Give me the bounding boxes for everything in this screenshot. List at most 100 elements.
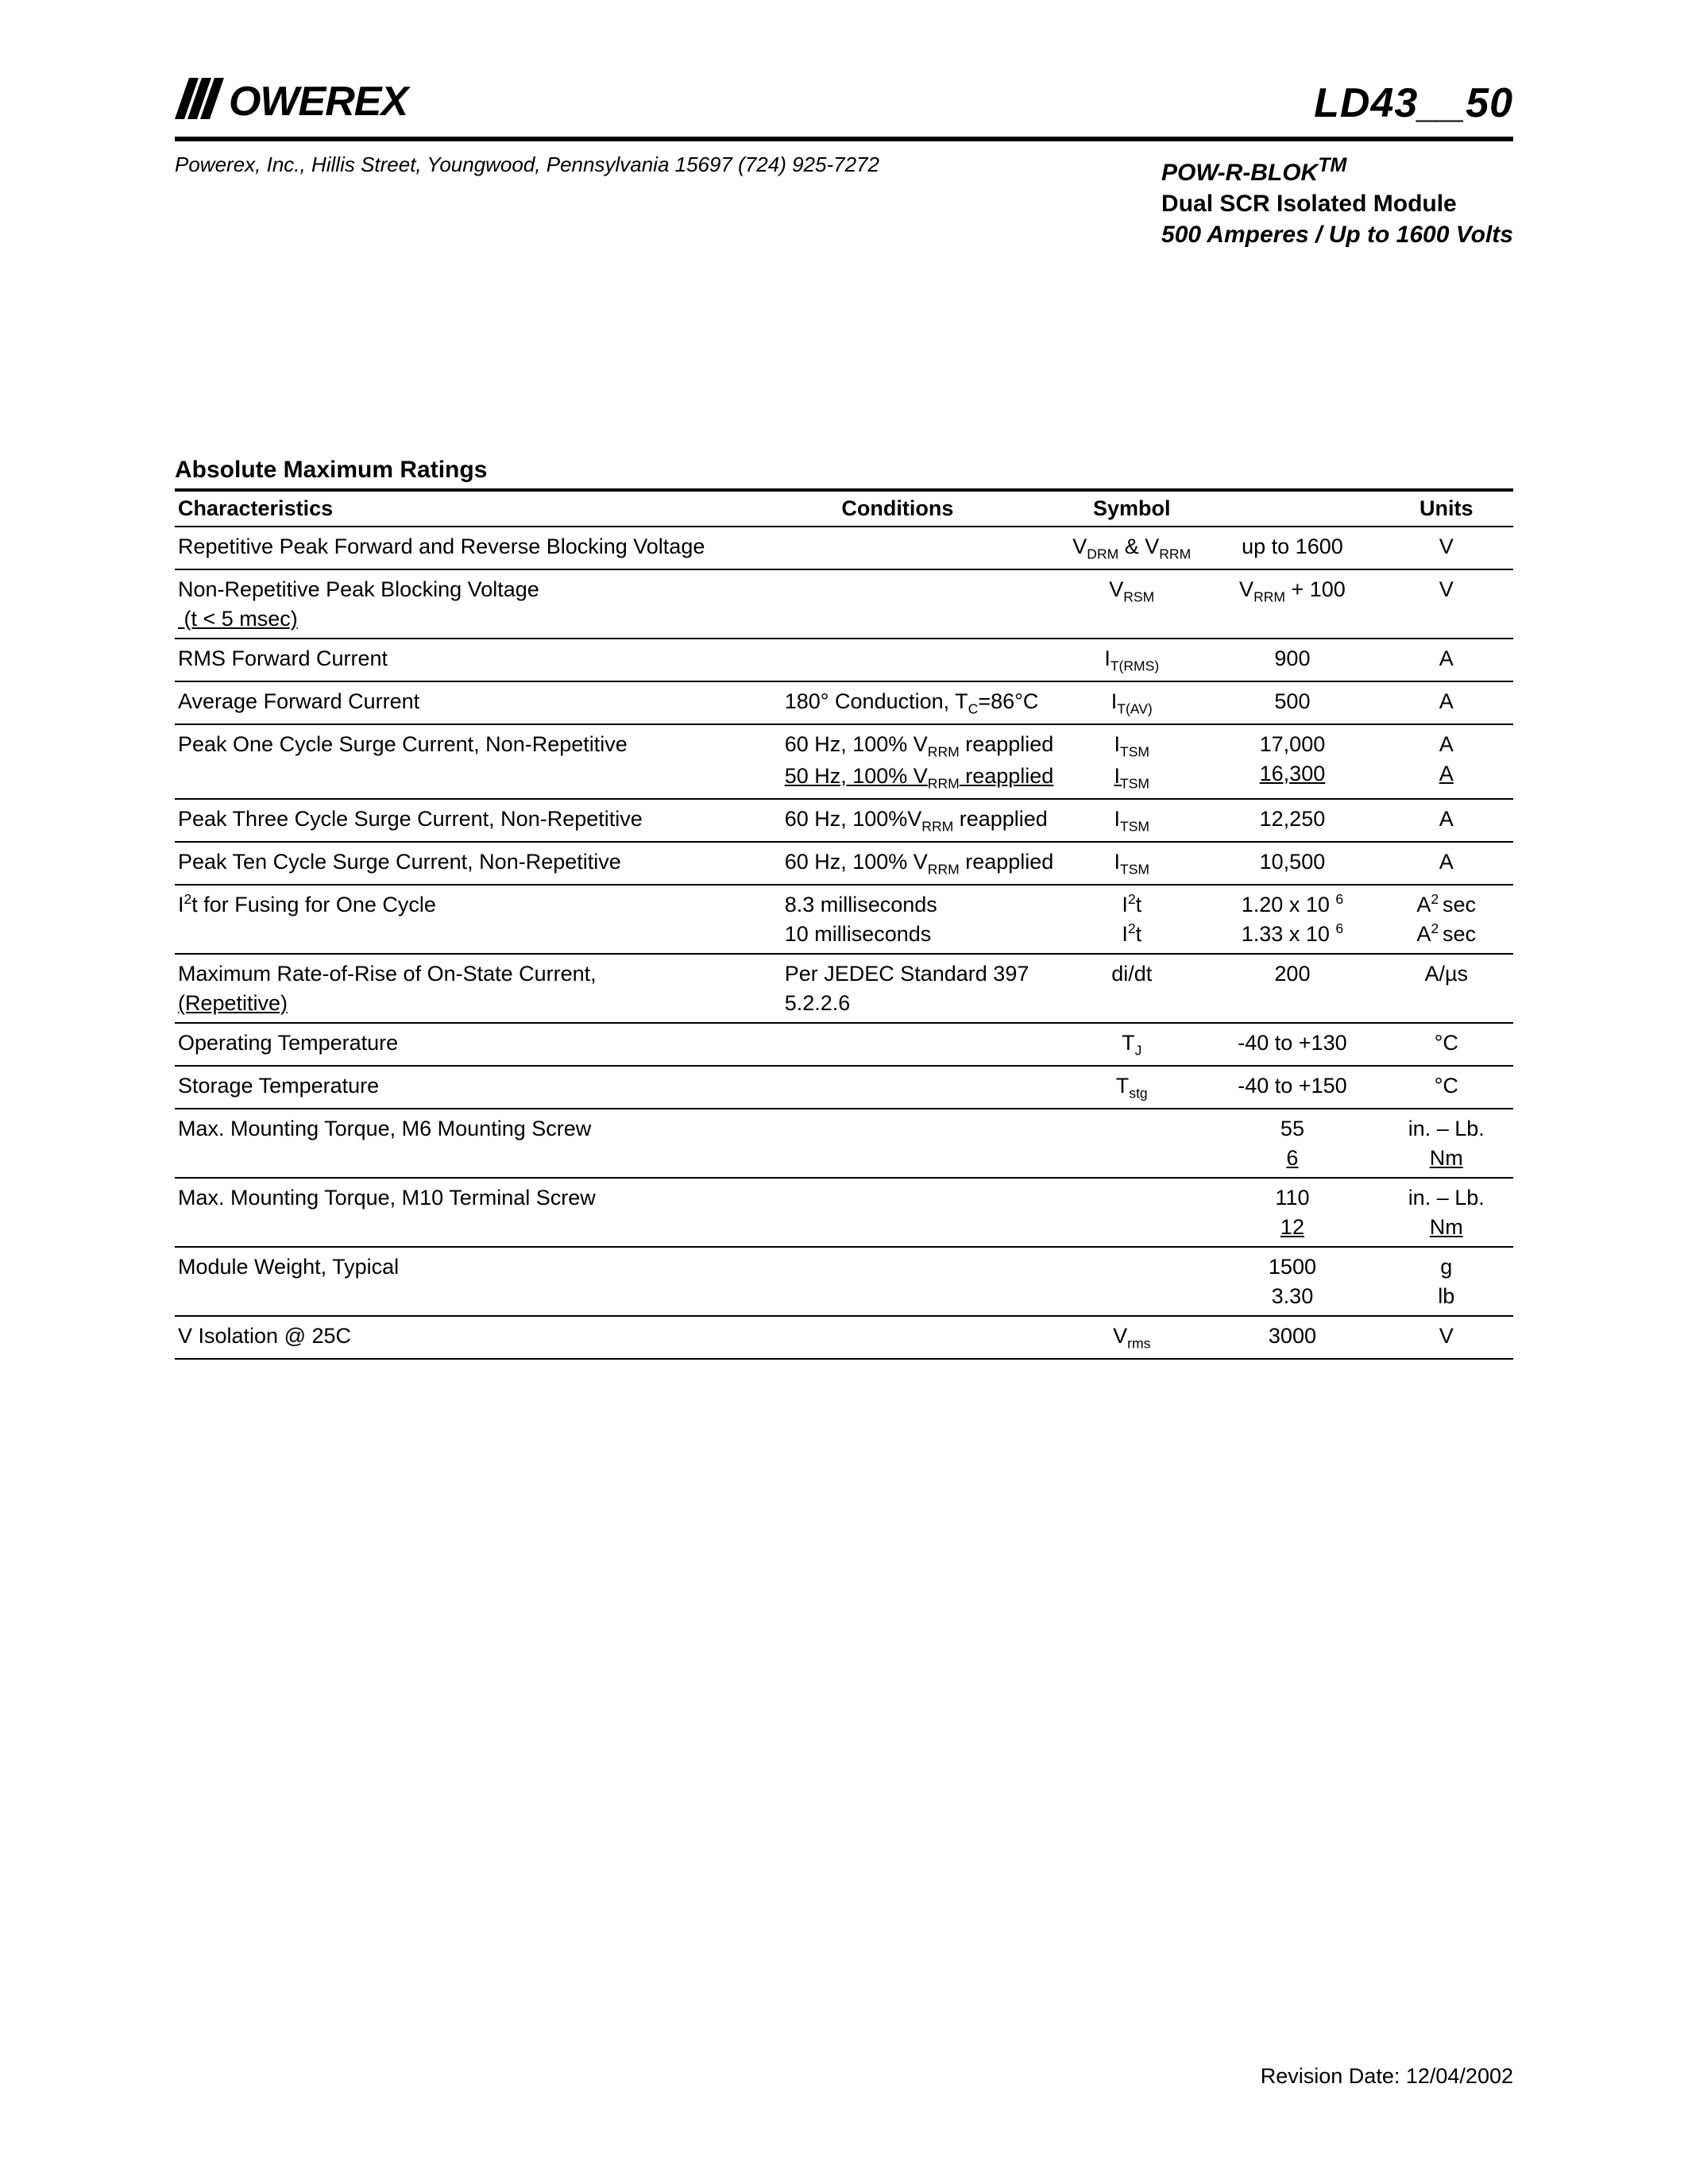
table-row: I2t for Fusing for One Cycle8.3 millisec… bbox=[175, 885, 1513, 954]
cell-symbol: ITSM bbox=[1058, 799, 1205, 842]
cell-characteristic: Peak One Cycle Surge Current, Non-Repeti… bbox=[175, 724, 737, 799]
cell-value: 11012 bbox=[1205, 1178, 1379, 1247]
cell-symbol: VDRM & VRRM bbox=[1058, 527, 1205, 569]
table-row: V Isolation @ 25C Vrms3000V bbox=[175, 1316, 1513, 1359]
brand-line: POW-R-BLOKTM bbox=[1161, 152, 1513, 188]
cell-symbol bbox=[1058, 1109, 1205, 1178]
table-row: Repetitive Peak Forward and Reverse Bloc… bbox=[175, 527, 1513, 569]
cell-conditions bbox=[737, 569, 1058, 639]
cell-unit: in. – Lb.Nm bbox=[1379, 1178, 1513, 1247]
cell-value: 3000 bbox=[1205, 1316, 1379, 1359]
cell-conditions: 60 Hz, 100% VRRM reapplied50 Hz, 100% VR… bbox=[737, 724, 1058, 799]
cell-unit: A bbox=[1379, 681, 1513, 724]
table-header-row: Characteristics Conditions Symbol Units bbox=[175, 490, 1513, 527]
col-value bbox=[1205, 490, 1379, 527]
table-row: Average Forward Current180° Conduction, … bbox=[175, 681, 1513, 724]
cell-conditions bbox=[737, 527, 1058, 569]
cell-characteristic: Non-Repetitive Peak Blocking Voltage (t … bbox=[175, 569, 737, 639]
cell-characteristic: Maximum Rate-of-Rise of On-State Current… bbox=[175, 954, 737, 1023]
cell-unit: in. – Lb.Nm bbox=[1379, 1109, 1513, 1178]
table-row: Max. Mounting Torque, M10 Terminal Screw… bbox=[175, 1178, 1513, 1247]
cell-conditions bbox=[737, 639, 1058, 681]
cell-symbol: ITSM bbox=[1058, 842, 1205, 885]
cell-conditions: 180° Conduction, TC=86°C bbox=[737, 681, 1058, 724]
cell-unit: A2 secA2 sec bbox=[1379, 885, 1513, 954]
table-row: Peak Three Cycle Surge Current, Non-Repe… bbox=[175, 799, 1513, 842]
cell-symbol: I2tI2t bbox=[1058, 885, 1205, 954]
cell-conditions bbox=[737, 1178, 1058, 1247]
cell-symbol: Vrms bbox=[1058, 1316, 1205, 1359]
brand-name: POW-R-BLOK bbox=[1161, 160, 1318, 186]
cell-conditions bbox=[737, 1316, 1058, 1359]
cell-value: -40 to +130 bbox=[1205, 1023, 1379, 1066]
cell-value: 12,250 bbox=[1205, 799, 1379, 842]
col-symbol: Symbol bbox=[1058, 490, 1205, 527]
datasheet-page: OWEREX LD43__50 Powerex, Inc., Hillis St… bbox=[0, 0, 1688, 2184]
cell-unit: A bbox=[1379, 799, 1513, 842]
part-number: LD43__50 bbox=[1314, 79, 1513, 127]
cell-conditions bbox=[737, 1023, 1058, 1066]
cell-value: 900 bbox=[1205, 639, 1379, 681]
cell-conditions: 60 Hz, 100%VRRM reapplied bbox=[737, 799, 1058, 842]
ratings-table: Characteristics Conditions Symbol Units … bbox=[175, 488, 1513, 1360]
cell-conditions bbox=[737, 1247, 1058, 1316]
cell-value: -40 to +150 bbox=[1205, 1066, 1379, 1109]
ratings-tbody: Repetitive Peak Forward and Reverse Bloc… bbox=[175, 527, 1513, 1359]
cell-symbol bbox=[1058, 1178, 1205, 1247]
cell-characteristic: I2t for Fusing for One Cycle bbox=[175, 885, 737, 954]
cell-symbol: IT(AV) bbox=[1058, 681, 1205, 724]
product-desc-1: Dual SCR Isolated Module bbox=[1161, 188, 1513, 219]
brand-tm: TM bbox=[1318, 154, 1346, 176]
cell-conditions bbox=[737, 1109, 1058, 1178]
cell-value: 15003.30 bbox=[1205, 1247, 1379, 1316]
cell-value: 556 bbox=[1205, 1109, 1379, 1178]
company-contact: Powerex, Inc., Hillis Street, Youngwood,… bbox=[175, 152, 879, 177]
cell-symbol: ITSMITSM bbox=[1058, 724, 1205, 799]
col-conditions: Conditions bbox=[737, 490, 1058, 527]
cell-unit: A/µs bbox=[1379, 954, 1513, 1023]
table-row: Operating TemperatureTJ-40 to +130°C bbox=[175, 1023, 1513, 1066]
table-row: Peak One Cycle Surge Current, Non-Repeti… bbox=[175, 724, 1513, 799]
cell-unit: V bbox=[1379, 569, 1513, 639]
revision-label: Revision Date: bbox=[1261, 2064, 1406, 2088]
table-row: Peak Ten Cycle Surge Current, Non-Repeti… bbox=[175, 842, 1513, 885]
cell-characteristic: V Isolation @ 25C bbox=[175, 1316, 737, 1359]
cell-unit: AA bbox=[1379, 724, 1513, 799]
cell-characteristic: Operating Temperature bbox=[175, 1023, 737, 1066]
table-row: Storage TemperatureTstg-40 to +150°C bbox=[175, 1066, 1513, 1109]
cell-value: VRRM + 100 bbox=[1205, 569, 1379, 639]
revision-footer: Revision Date: 12/04/2002 bbox=[1261, 2064, 1513, 2089]
cell-characteristic: Module Weight, Typical bbox=[175, 1247, 737, 1316]
section-title: Absolute Maximum Ratings bbox=[175, 457, 1513, 484]
cell-symbol: Tstg bbox=[1058, 1066, 1205, 1109]
cell-value: up to 1600 bbox=[1205, 527, 1379, 569]
cell-unit: V bbox=[1379, 1316, 1513, 1359]
cell-value: 17,00016,300 bbox=[1205, 724, 1379, 799]
cell-conditions bbox=[737, 1066, 1058, 1109]
cell-value: 200 bbox=[1205, 954, 1379, 1023]
col-characteristics: Characteristics bbox=[175, 490, 737, 527]
svg-text:OWEREX: OWEREX bbox=[229, 79, 411, 125]
cell-characteristic: Max. Mounting Torque, M6 Mounting Screw bbox=[175, 1109, 737, 1178]
product-desc-2: 500 Amperes / Up to 1600 Volts bbox=[1161, 219, 1513, 250]
header-row: OWEREX LD43__50 bbox=[175, 71, 1513, 127]
cell-unit: V bbox=[1379, 527, 1513, 569]
cell-unit: glb bbox=[1379, 1247, 1513, 1316]
product-block: POW-R-BLOKTM Dual SCR Isolated Module 50… bbox=[1161, 152, 1513, 250]
table-row: Module Weight, Typical 15003.30glb bbox=[175, 1247, 1513, 1316]
cell-characteristic: Average Forward Current bbox=[175, 681, 737, 724]
revision-date: 12/04/2002 bbox=[1406, 2064, 1513, 2088]
cell-conditions: Per JEDEC Standard 397 5.2.2.6 bbox=[737, 954, 1058, 1023]
cell-value: 500 bbox=[1205, 681, 1379, 724]
table-row: RMS Forward CurrentIT(RMS)900A bbox=[175, 639, 1513, 681]
cell-symbol: TJ bbox=[1058, 1023, 1205, 1066]
cell-characteristic: Max. Mounting Torque, M10 Terminal Screw bbox=[175, 1178, 737, 1247]
cell-characteristic: Repetitive Peak Forward and Reverse Bloc… bbox=[175, 527, 737, 569]
table-row: Max. Mounting Torque, M6 Mounting Screw 5… bbox=[175, 1109, 1513, 1178]
cell-symbol: IT(RMS) bbox=[1058, 639, 1205, 681]
cell-characteristic: Storage Temperature bbox=[175, 1066, 737, 1109]
header-rule bbox=[175, 137, 1513, 141]
cell-symbol bbox=[1058, 1247, 1205, 1316]
cell-characteristic: RMS Forward Current bbox=[175, 639, 737, 681]
table-row: Maximum Rate-of-Rise of On-State Current… bbox=[175, 954, 1513, 1023]
